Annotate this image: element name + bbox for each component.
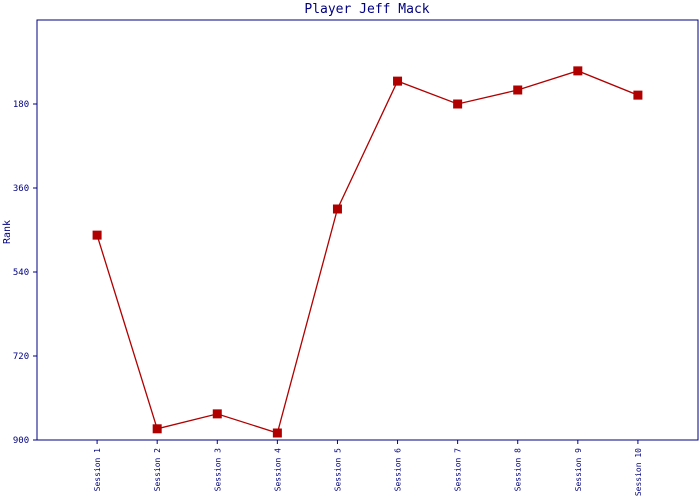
x-tick-label: Session 4 xyxy=(273,448,282,492)
point xyxy=(272,428,282,438)
y-tick-label: 540 xyxy=(13,268,29,278)
point xyxy=(212,409,222,419)
x-tick-label: Session 7 xyxy=(454,448,463,492)
point xyxy=(393,76,403,86)
chart-title: Player Jeff Mack xyxy=(304,2,429,17)
y-tick-label: 900 xyxy=(13,436,29,446)
x-tick-label: Session 10 xyxy=(634,448,643,496)
x-tick-label: Session 2 xyxy=(153,448,162,492)
point xyxy=(332,204,342,214)
point xyxy=(633,90,643,100)
plot-frame xyxy=(36,19,699,441)
y-tick-label: 180 xyxy=(13,100,29,110)
point xyxy=(92,230,102,240)
point xyxy=(453,99,463,109)
x-tick-label: Session 8 xyxy=(514,448,523,492)
x-tick-label: Session 3 xyxy=(213,448,222,492)
x-tick-label: Session 5 xyxy=(333,448,342,492)
x-tick-label: Session 1 xyxy=(93,448,102,492)
y-tick-label: 360 xyxy=(13,184,29,194)
point xyxy=(513,85,523,95)
y-axis-label: Rank xyxy=(2,220,13,244)
point xyxy=(152,424,162,434)
x-tick-label: Session 6 xyxy=(394,448,403,492)
y-tick-label: 720 xyxy=(13,352,29,362)
series-line xyxy=(96,70,639,434)
point xyxy=(573,66,583,76)
x-tick-label: Session 9 xyxy=(574,448,583,492)
